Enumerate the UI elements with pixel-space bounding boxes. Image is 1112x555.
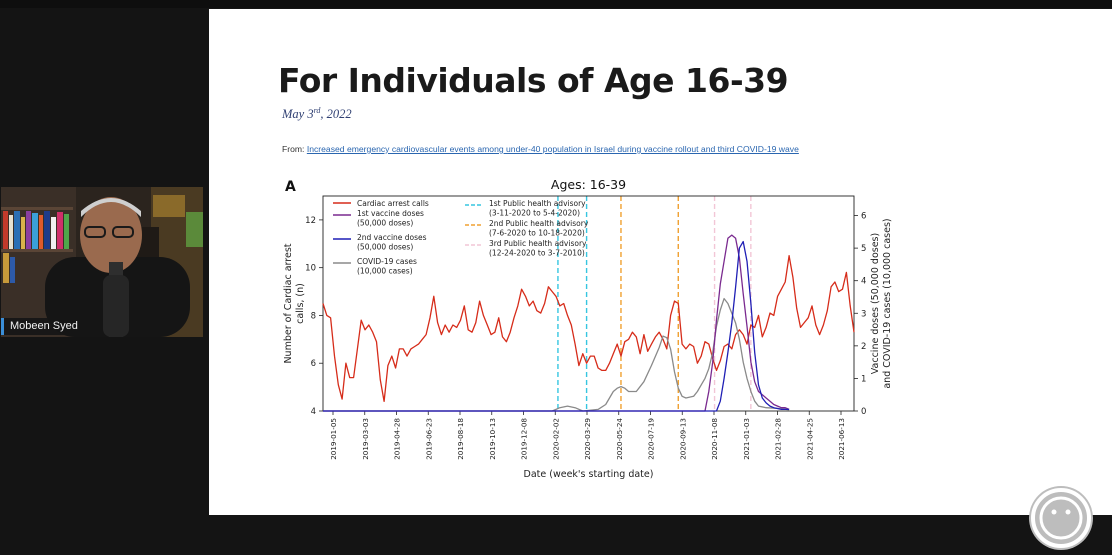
y-right-tick-label: 5 <box>861 244 866 254</box>
y-right-tick-label: 2 <box>861 342 866 352</box>
legend-label-advisory2: 2nd Public health advisory <box>489 219 589 228</box>
y-right-axis-label: Vaccine doses (50,000 doses) <box>870 233 881 374</box>
legend-label-covid: (10,000 cases) <box>357 267 413 276</box>
date-month-day: May 3 <box>282 107 314 122</box>
y-right-tick-label: 3 <box>861 309 866 319</box>
x-tick-label: 2019-03-03 <box>361 418 370 460</box>
legend-label-advisory3: 3rd Public health advisory <box>489 239 587 248</box>
y-left-axis-label: Number of Cardiac arrest <box>283 243 294 363</box>
participant-name-tag: Mobeen Syed <box>1 318 86 335</box>
slide-title: For Individuals of Age 16-39 <box>278 61 789 100</box>
y-right-axis-label: and COVID-19 cases (10,000 cases) <box>882 218 893 388</box>
y-left-axis-label: calls, (n) <box>295 283 306 324</box>
x-tick-label: 2020-09-13 <box>678 418 687 460</box>
x-tick-label: 2019-06-23 <box>424 418 433 460</box>
legend-label-vaccine2: (50,000 doses) <box>357 243 413 252</box>
x-tick-label: 2021-01-03 <box>742 418 751 460</box>
series-line-covid <box>323 297 790 412</box>
y-right-tick-label: 1 <box>861 374 866 384</box>
x-tick-label: 2021-04-25 <box>805 418 814 460</box>
source-prefix: From: <box>282 144 307 154</box>
legend-label-covid: COVID-19 cases <box>357 257 417 266</box>
x-tick-label: 2020-03-29 <box>583 418 592 460</box>
series-line-cardiac <box>322 255 855 403</box>
window-top-bar <box>0 0 1112 8</box>
shared-slide: For Individuals of Age 16-39 May 3rd, 20… <box>209 9 1112 515</box>
video-frame-image <box>1 187 203 337</box>
x-tick-label: 2019-12-08 <box>520 418 529 460</box>
y-left-tick-label: 8 <box>311 311 316 321</box>
x-tick-label: 2020-07-19 <box>647 418 656 460</box>
legend-label-advisory2: (7-6-2020 to 10-18-2020) <box>489 229 585 238</box>
date-year: , 2022 <box>320 107 352 122</box>
x-tick-label: 2020-11-08 <box>710 418 719 460</box>
source-link[interactable]: Increased emergency cardiovascular event… <box>306 144 799 154</box>
y-right-tick-label: 4 <box>861 277 866 287</box>
series-line-vaccine1 <box>323 234 790 412</box>
x-tick-label: 2019-01-05 <box>329 418 338 460</box>
y-left-tick-label: 4 <box>311 407 316 417</box>
x-tick-label: 2020-02-02 <box>551 418 560 460</box>
y-left-tick-label: 12 <box>305 216 316 226</box>
legend-label-advisory1: 1st Public health advisory <box>489 199 586 208</box>
participant-video[interactable]: Mobeen Syed <box>1 187 203 337</box>
slide-date: May 3rd, 2022 <box>282 106 352 122</box>
legend-label-advisory3: (12-24-2020 to 3-7-2010) <box>489 249 585 258</box>
x-tick-label: 2021-06-13 <box>837 418 846 460</box>
legend-label-vaccine1: 1st vaccine doses <box>357 209 424 218</box>
bookshelf-image <box>1 207 73 283</box>
x-tick-label: 2021-02-28 <box>774 418 783 460</box>
legend-label-advisory1: (3-11-2020 to 5-4-2020) <box>489 209 580 218</box>
accessibility-icon <box>1031 488 1091 548</box>
y-left-tick-label: 10 <box>305 264 316 274</box>
legend-label-cardiac: Cardiac arrest calls <box>357 199 429 208</box>
x-tick-label: 2019-04-28 <box>393 418 402 460</box>
x-tick-label: 2019-08-18 <box>456 418 465 460</box>
y-left-tick-label: 6 <box>311 359 316 369</box>
y-right-tick-label: 0 <box>861 407 866 417</box>
x-axis-label: Date (week's starting date) <box>524 469 654 480</box>
y-right-tick-label: 6 <box>861 212 866 222</box>
date-suffix: rd <box>313 106 321 115</box>
panel-label: A <box>285 179 296 195</box>
plot-frame <box>322 195 855 412</box>
legend-label-vaccine2: 2nd vaccine doses <box>357 233 427 242</box>
x-tick-label: 2019-10-13 <box>488 418 497 460</box>
x-tick-label: 2020-05-24 <box>615 418 624 460</box>
series-line-vaccine2 <box>323 240 790 412</box>
legend-label-vaccine1: (50,000 doses) <box>357 219 413 228</box>
source-line: From: Increased emergency cardiovascular… <box>282 144 799 154</box>
chart-title: Ages: 16-39 <box>551 177 626 192</box>
accessibility-button[interactable] <box>1029 486 1093 550</box>
